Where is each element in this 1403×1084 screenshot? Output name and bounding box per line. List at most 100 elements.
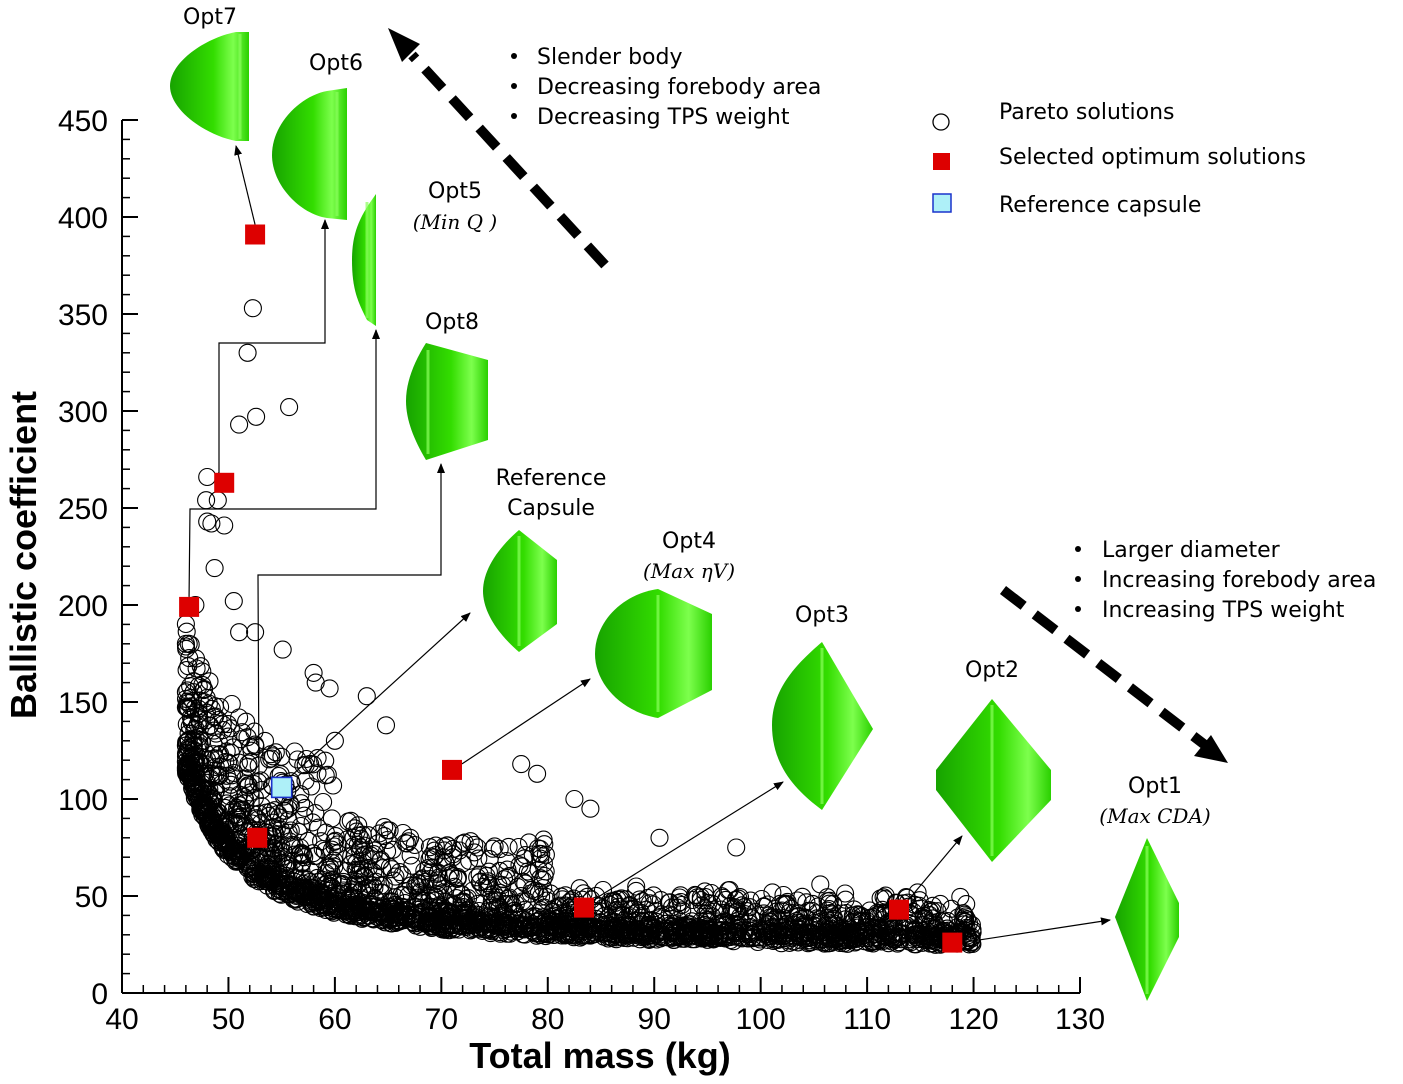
pareto-point	[733, 896, 752, 915]
pareto-point	[207, 802, 227, 821]
pareto-point	[463, 916, 482, 935]
pareto-point	[720, 905, 740, 925]
pareto-point	[931, 894, 950, 913]
pareto-point	[344, 883, 363, 902]
pareto-point	[513, 892, 532, 911]
pareto-point	[221, 719, 240, 738]
pareto-point	[238, 343, 257, 362]
pareto-point	[177, 733, 196, 752]
opt5-label: Opt5	[428, 179, 482, 204]
legend-circle-icon	[932, 113, 950, 131]
pareto-point	[292, 854, 311, 873]
y-axis-title: Ballistic coefficient	[3, 391, 44, 719]
x-tick-label: 120	[949, 1003, 999, 1036]
upper-left-annotation: Slender body Decreasing forebody area De…	[511, 45, 821, 130]
optimum-point-opt5	[179, 596, 200, 617]
x-tick-label: 110	[843, 1003, 891, 1036]
pareto-point	[764, 911, 783, 930]
pareto-point	[529, 883, 549, 902]
annotation-line: Decreasing forebody area	[537, 75, 821, 100]
y-tick-label: 300	[58, 396, 108, 429]
pareto-point	[444, 895, 463, 914]
pareto-point	[288, 750, 307, 769]
pareto-point	[368, 897, 387, 916]
pareto-point	[527, 912, 547, 931]
opt6-label: Opt6	[309, 51, 363, 76]
pareto-point	[194, 781, 213, 800]
pareto-point	[176, 689, 196, 708]
pareto-point	[876, 886, 895, 905]
pareto-point	[326, 827, 345, 846]
pareto-point	[292, 794, 311, 813]
pareto-point	[411, 910, 430, 929]
x-tick-label: 60	[318, 1003, 351, 1036]
x-tick-label: 50	[212, 1003, 245, 1036]
opt4-capsule-icon	[595, 589, 712, 718]
opt5-sublabel: (Min Q )	[413, 210, 497, 234]
legend-entry-pareto: Pareto solutions	[999, 100, 1175, 125]
pareto-point	[578, 926, 597, 945]
arrowhead-icon	[388, 28, 420, 62]
pareto-point	[703, 894, 722, 913]
pareto-point	[374, 883, 393, 902]
pareto-point	[481, 924, 500, 943]
opt7-capsule-icon	[170, 32, 249, 141]
pareto-point	[177, 743, 196, 762]
pareto-point	[957, 918, 976, 937]
pareto-point	[528, 764, 547, 783]
pareto-point	[587, 909, 606, 928]
pareto-point	[904, 921, 923, 940]
pareto-point	[230, 623, 249, 642]
opt3-connector	[593, 781, 784, 901]
pareto-point	[229, 836, 248, 855]
pareto-point	[218, 830, 237, 849]
pareto-point	[304, 663, 323, 682]
optimum-point-opt6	[214, 472, 235, 493]
x-tick-label: 90	[638, 1003, 671, 1036]
pareto-point	[705, 902, 724, 921]
pareto-point	[176, 614, 195, 634]
pareto-point	[176, 698, 195, 717]
pareto-point	[752, 889, 771, 909]
pareto-point	[437, 910, 456, 929]
pareto-point	[581, 799, 600, 818]
pareto-point	[508, 877, 527, 896]
pareto-point	[324, 776, 343, 795]
pareto-point	[209, 831, 228, 850]
pareto-point	[468, 868, 487, 887]
pareto-point	[390, 863, 409, 882]
pareto-point	[662, 924, 682, 943]
bullet-icon	[511, 53, 517, 59]
y-tick-label: 250	[58, 493, 108, 526]
pareto-point	[375, 818, 394, 837]
pareto-point	[888, 929, 907, 948]
pareto-point	[177, 661, 196, 680]
axes: 40 50 60 70 80 90 100 110 120 130 0 50 100 150 200 250 3…	[58, 105, 1105, 1036]
y-tick-label: 200	[58, 590, 108, 623]
opt6-connector	[218, 219, 329, 474]
bullet-icon	[1075, 606, 1081, 612]
pareto-point	[438, 836, 457, 855]
pareto-point	[388, 913, 407, 932]
y-tick-label: 0	[91, 978, 108, 1011]
pareto-point	[468, 894, 488, 913]
opt2-capsule-icon	[936, 699, 1051, 862]
pareto-point	[189, 676, 208, 696]
pareto-point	[889, 928, 908, 947]
pareto-point	[314, 792, 333, 812]
pareto-point	[469, 849, 488, 868]
connector-lines	[188, 145, 1111, 944]
pareto-point	[266, 743, 285, 762]
optimum-point-opt2	[889, 899, 909, 920]
reference-connector	[289, 612, 471, 778]
pareto-point	[517, 892, 536, 911]
pareto-point	[233, 723, 252, 742]
pareto-point	[891, 924, 910, 943]
pareto-point	[217, 742, 236, 761]
pareto-point	[202, 764, 221, 783]
pareto-point	[811, 875, 830, 894]
pareto-point	[435, 919, 454, 938]
pareto-point	[286, 883, 305, 902]
pareto-point	[534, 830, 553, 849]
opt7-connector	[234, 145, 256, 225]
